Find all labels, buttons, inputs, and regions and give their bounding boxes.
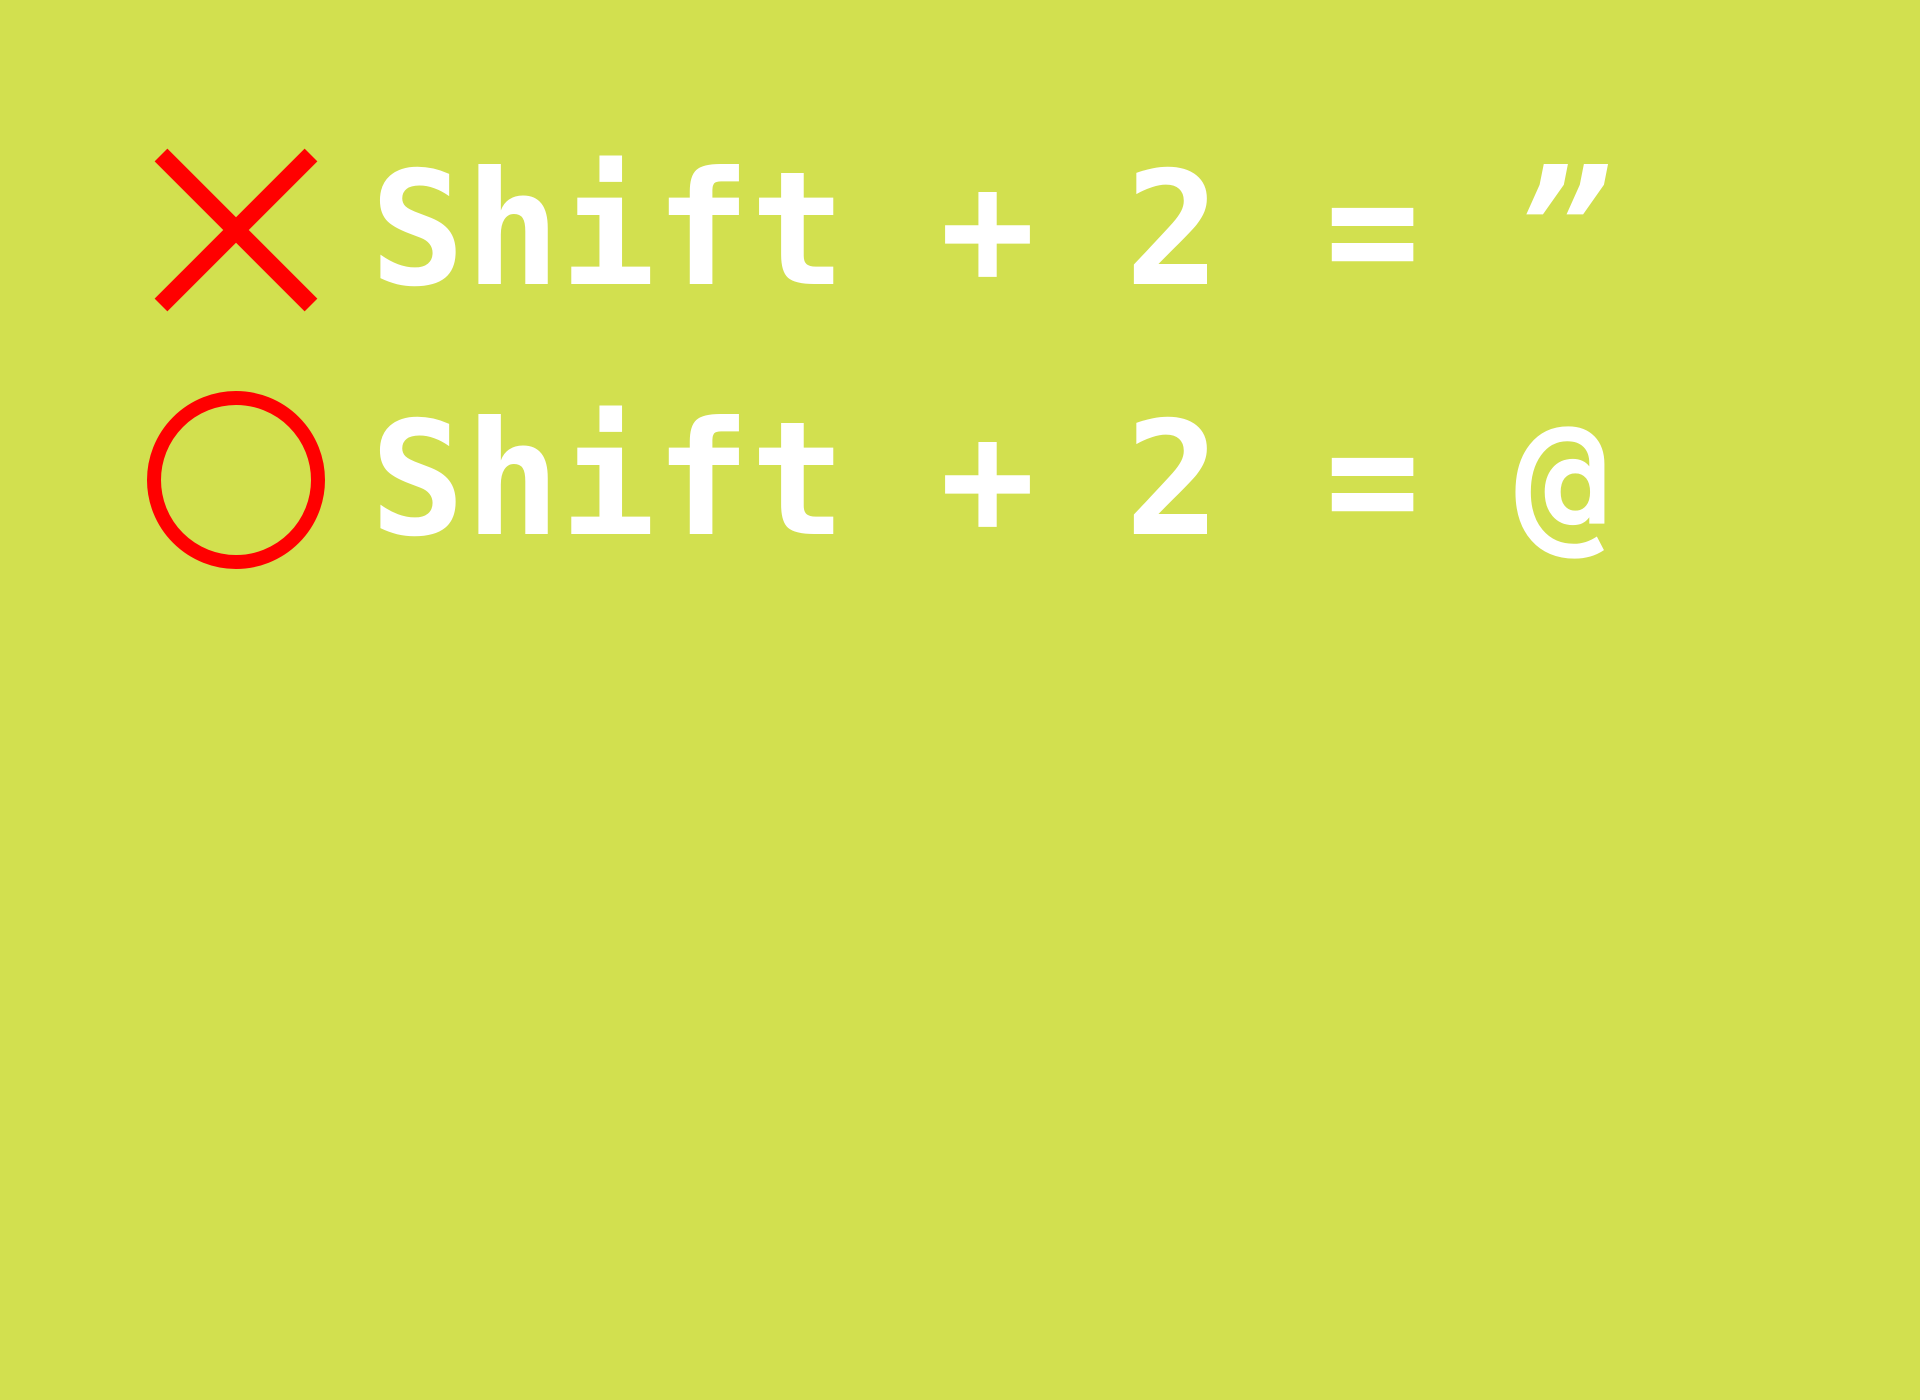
- circle-icon: [146, 390, 326, 570]
- equals-sign: =: [1325, 138, 1421, 322]
- key-label: Shift: [370, 138, 846, 322]
- incorrect-row: Shift + 2 = ”: [0, 130, 1920, 330]
- plus-sign: +: [940, 138, 1036, 322]
- digit-key: 2: [1125, 138, 1221, 322]
- result-character: ”: [1515, 138, 1611, 322]
- cross-icon: [146, 140, 326, 320]
- equals-sign: =: [1325, 388, 1421, 572]
- plus-sign: +: [940, 388, 1036, 572]
- shortcut-formula: Shift + 2 = ”: [370, 130, 1670, 330]
- key-label: Shift: [370, 388, 846, 572]
- result-character: @: [1515, 388, 1611, 572]
- digit-key: 2: [1125, 388, 1221, 572]
- correct-row: Shift + 2 = @: [0, 380, 1920, 580]
- shortcut-formula: Shift + 2 = @: [370, 380, 1670, 580]
